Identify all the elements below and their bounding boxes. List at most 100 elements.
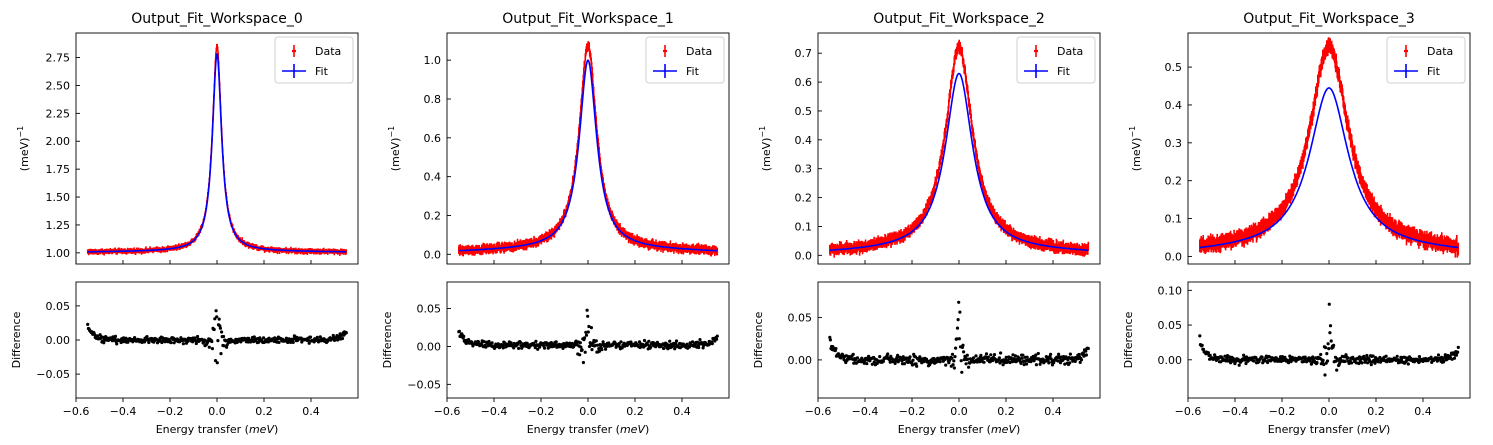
diff-point <box>959 359 963 363</box>
diff-point <box>888 360 892 364</box>
diff-point <box>957 337 961 341</box>
diff-point <box>585 308 589 312</box>
xtick-label: 0.2 <box>626 405 644 418</box>
diff-point <box>1008 360 1012 365</box>
diff-point <box>986 355 990 359</box>
diff-point <box>86 322 90 326</box>
diff-point <box>181 342 185 346</box>
diff-point <box>196 334 200 339</box>
diff-point <box>115 342 119 346</box>
diff-point <box>938 360 942 364</box>
diff-point <box>979 353 983 357</box>
ytick-label: 0.4 <box>1165 99 1183 112</box>
y-axis-label-text: (meV) <box>389 138 402 172</box>
diff-point <box>214 309 218 313</box>
xtick-label: −0.4 <box>852 405 879 418</box>
diff-point <box>642 338 647 343</box>
diff-point <box>1227 355 1231 359</box>
diff-point <box>1326 342 1330 346</box>
diff-point <box>213 359 218 363</box>
ytick-label: 0.6 <box>795 76 813 89</box>
diff-point <box>1452 356 1457 360</box>
ytick-label: 0.4 <box>795 134 813 147</box>
main-plot-area <box>829 39 1090 258</box>
x-axis-label-paren-open: ( <box>612 423 620 436</box>
diff-point <box>1063 362 1067 366</box>
diff-point <box>221 334 226 339</box>
diff-point <box>462 334 466 338</box>
diff-point <box>1001 363 1005 367</box>
x-axis-label: Energy transfer (meV) <box>1268 423 1391 436</box>
x-axis-label-paren-open: ( <box>983 423 991 436</box>
xtick-label: −0.2 <box>899 405 926 418</box>
diff-point <box>1077 352 1081 357</box>
diff-point <box>1327 347 1331 351</box>
x-axis-label-unit: meV <box>991 423 1017 436</box>
fit-series-line <box>458 59 718 252</box>
ytick-label: 2.00 <box>46 135 71 148</box>
diff-point <box>1237 363 1241 367</box>
diff-point <box>1325 359 1330 363</box>
diff-point <box>697 345 701 350</box>
fit-series-line <box>1199 87 1459 249</box>
diff-point <box>1336 358 1340 362</box>
diff-point <box>102 341 106 345</box>
diff-point <box>715 337 719 341</box>
diff-point <box>1086 346 1090 351</box>
chart-title: Output_Fit_Workspace_3 <box>1243 11 1414 27</box>
diff-point <box>307 341 311 345</box>
main-plot-area <box>458 41 719 257</box>
ytick-label: 0.5 <box>795 105 813 118</box>
ytick-label: 0.0 <box>795 249 813 262</box>
diff-point <box>695 340 700 344</box>
diff-point <box>828 335 832 339</box>
diff-point <box>715 334 719 338</box>
diff-point <box>589 326 594 330</box>
diff-point <box>911 358 915 362</box>
diff-point <box>568 345 573 349</box>
diff-point <box>570 341 574 346</box>
legend-data-label: Data <box>1057 45 1083 58</box>
diff-plot-area <box>457 308 719 365</box>
diff-point <box>579 345 583 349</box>
ytick-label: 1.75 <box>46 163 71 176</box>
diff-point <box>896 353 900 357</box>
diff-point <box>215 315 219 319</box>
ytick-label: 0.2 <box>795 192 813 205</box>
diff-point <box>878 355 882 359</box>
chart-title: Output_Fit_Workspace_1 <box>502 11 673 27</box>
xtick-label: −0.4 <box>110 405 137 418</box>
x-axis-label-unit: meV <box>620 423 646 436</box>
diff-point <box>1335 368 1339 372</box>
diff-point <box>1070 356 1074 360</box>
y-axis-label-exponent: −1 <box>1128 126 1137 138</box>
fit-series-line <box>829 72 1089 251</box>
panel-0: Output_Fit_Workspace_0 1.00 1.25 1.50 1.75 2.… <box>10 11 359 436</box>
fit-series-line <box>87 53 347 253</box>
legend-fit-label: Fit <box>1427 65 1441 78</box>
diff-point <box>962 350 966 354</box>
diff-point <box>1342 355 1346 359</box>
diff-point <box>1327 302 1331 306</box>
diff-point <box>950 352 955 356</box>
diff-point <box>952 366 957 370</box>
x-axis-label: Energy transfer (meV) <box>156 423 279 436</box>
diff-point <box>193 336 197 340</box>
diff-point <box>974 354 978 358</box>
diff-point <box>124 336 128 340</box>
diff-point <box>955 326 960 330</box>
diff-point <box>476 340 481 344</box>
xtick-label: −0.2 <box>528 405 555 418</box>
panel-1: Output_Fit_Workspace_1 0.0 0.2 0.4 0.6 0.8 1.0… <box>381 11 730 436</box>
diff-y-axis-label: Difference <box>10 311 23 368</box>
diff-ytick-label: 0.00 <box>46 334 71 347</box>
diff-ytick-label: 0.05 <box>46 300 71 313</box>
diff-point <box>836 352 841 356</box>
diff-point <box>1038 362 1042 366</box>
diff-point <box>1395 354 1399 358</box>
diff-point <box>851 352 855 356</box>
legend-data-label: Data <box>686 45 712 58</box>
xtick-label: −0.6 <box>1175 405 1202 418</box>
diff-point <box>1371 354 1375 358</box>
diff-point <box>561 346 565 350</box>
